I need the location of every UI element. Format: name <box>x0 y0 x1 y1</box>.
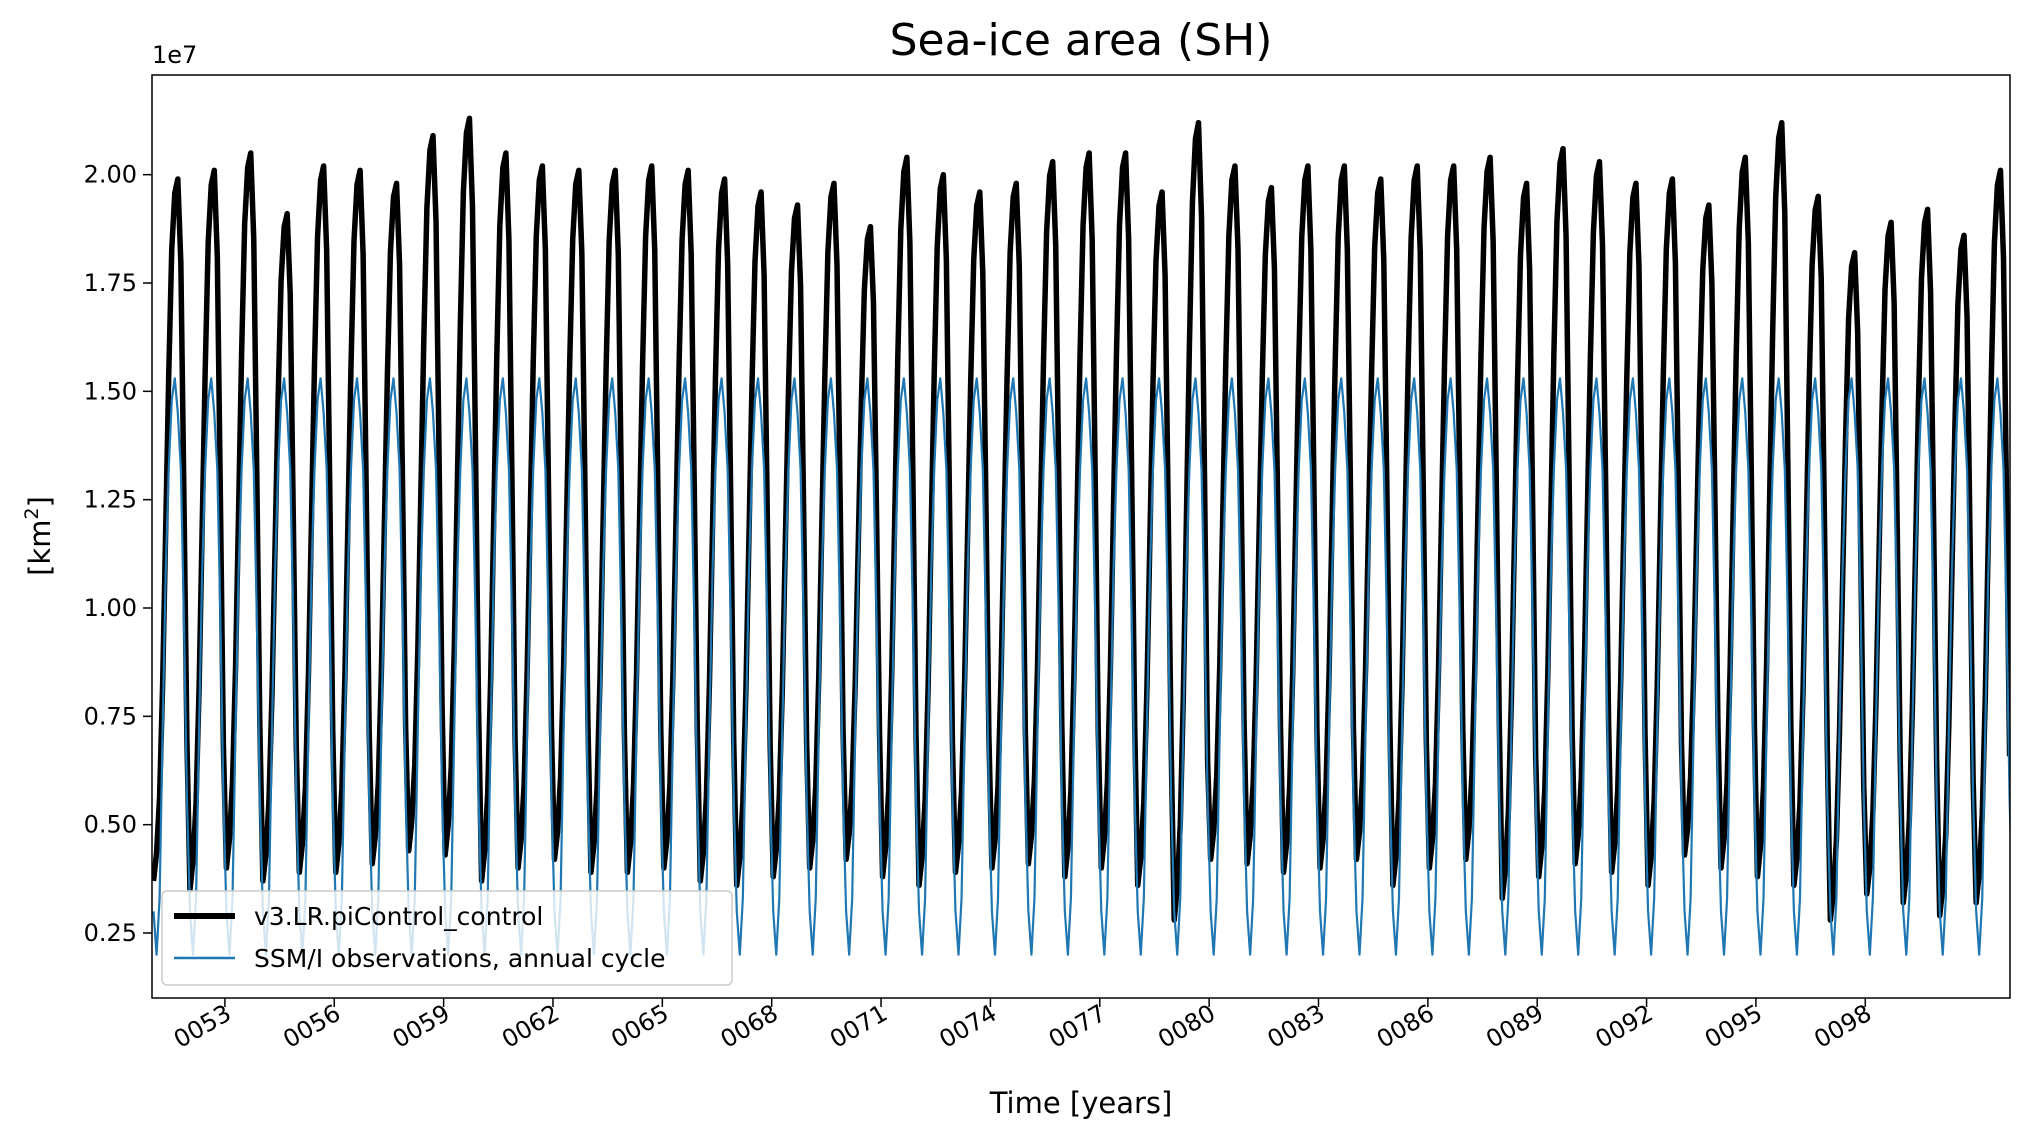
legend: v3.LR.piControl_control SSM/I observatio… <box>161 890 733 986</box>
x-tick-label: 0095 <box>1700 999 1767 1054</box>
y-axis-label-base: [km <box>23 520 57 576</box>
legend-label-observations: SSM/I observations, annual cycle <box>254 944 666 973</box>
y-tick-label: 1.00 <box>84 594 137 622</box>
plot-frame <box>151 74 2011 999</box>
y-axis-label-superscript: 2 <box>21 507 43 519</box>
x-tick-label: 0092 <box>1591 999 1658 1054</box>
chart-title: Sea-ice area (SH) <box>890 15 1273 66</box>
y-axis: 0.25 0.50 0.75 1.00 1.25 1.50 1.75 2.00 <box>84 161 152 947</box>
legend-frame <box>161 890 733 986</box>
x-axis-label: Time [years] <box>989 1086 1173 1120</box>
x-axis: 0053 0056 0059 0062 0065 0068 0071 0074 0077 0080… <box>169 998 1876 1054</box>
plot-area <box>152 115 2010 956</box>
x-tick-label: 0065 <box>606 999 673 1054</box>
x-tick-label: 0089 <box>1481 999 1548 1054</box>
y-tick-label: 0.25 <box>84 919 137 947</box>
x-tick-label: 0098 <box>1809 999 1876 1054</box>
series-line-observations <box>152 377 2010 956</box>
y-offset-label: 1e7 <box>152 41 197 69</box>
y-tick-label: 1.50 <box>84 377 137 405</box>
x-tick-label: 0056 <box>278 999 345 1054</box>
x-tick-label: 0074 <box>935 999 1002 1054</box>
x-tick-label: 0077 <box>1044 999 1111 1054</box>
y-tick-label: 2.00 <box>84 161 137 189</box>
x-tick-label: 0071 <box>825 999 892 1054</box>
y-tick-label: 1.25 <box>84 486 137 514</box>
y-axis-label: [km2] <box>21 496 57 576</box>
legend-label-model: v3.LR.piControl_control <box>254 902 543 931</box>
x-tick-label: 0086 <box>1372 999 1439 1054</box>
x-tick-label: 0083 <box>1263 999 1330 1054</box>
y-tick-label: 0.50 <box>84 811 137 839</box>
x-tick-label: 0080 <box>1153 999 1220 1054</box>
y-axis-label-close: ] <box>23 496 57 507</box>
x-tick-label: 0053 <box>169 999 236 1054</box>
x-tick-label: 0062 <box>497 999 564 1054</box>
x-tick-label: 0059 <box>388 999 455 1054</box>
series-line-model <box>152 115 2010 923</box>
y-tick-label: 0.75 <box>84 702 137 730</box>
y-tick-label: 1.75 <box>84 269 137 297</box>
x-tick-label: 0068 <box>716 999 783 1054</box>
